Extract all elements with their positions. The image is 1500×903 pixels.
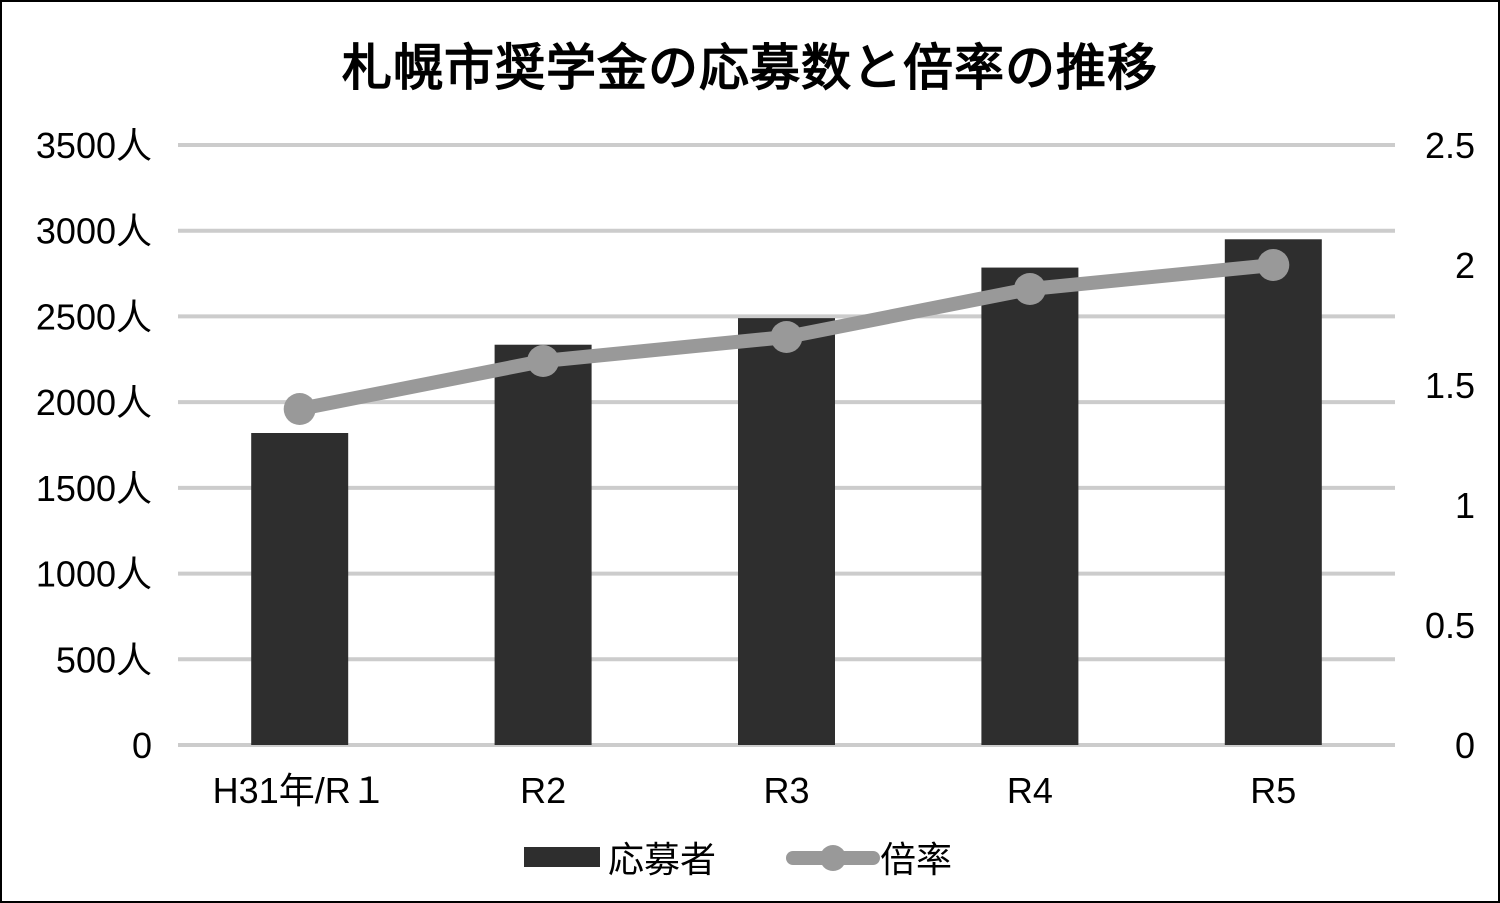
bar [981, 267, 1079, 745]
left-tick-label: 0 [132, 725, 152, 766]
legend: 応募者 倍率 [524, 839, 952, 880]
right-tick-label: 2.5 [1425, 125, 1475, 166]
bar-series-applicants [251, 239, 1322, 746]
right-tick-label: 1 [1455, 485, 1475, 526]
left-tick-label: 3500人 [36, 125, 152, 166]
ratio-marker [1257, 249, 1290, 281]
x-tick-label: H31年/R１ [213, 770, 387, 811]
left-tick-label: 2000人 [36, 382, 152, 423]
left-tick-label: 500人 [56, 639, 152, 680]
legend-line-label: 倍率 [880, 839, 952, 880]
legend-line-marker [820, 845, 846, 871]
left-axis-ticks: 0 500人 1000人 1500人 2000人 2500人 3000人 3500人 [36, 125, 152, 766]
ratio-marker [770, 321, 803, 353]
ratio-marker [1013, 273, 1046, 305]
bar [251, 433, 349, 745]
ratio-marker [527, 345, 560, 377]
chart-title: 札幌市奨学金の応募数と倍率の推移 [342, 39, 1158, 97]
right-tick-label: 1.5 [1425, 365, 1475, 406]
ratio-marker [283, 393, 316, 425]
x-tick-label: R2 [520, 770, 566, 811]
legend-bar-label: 応募者 [608, 839, 716, 880]
bar [494, 344, 592, 745]
x-tick-label: R3 [763, 770, 809, 811]
x-tick-label: R4 [1007, 770, 1053, 811]
x-axis-labels: H31年/R１ R2 R3 R4 R5 [213, 770, 1297, 811]
bar [1224, 239, 1322, 746]
right-tick-label: 0 [1455, 725, 1475, 766]
left-tick-label: 2500人 [36, 296, 152, 337]
right-tick-label: 0.5 [1425, 605, 1475, 646]
right-axis-ticks: 0 0.5 1 1.5 2 2.5 [1425, 125, 1475, 766]
left-tick-label: 3000人 [36, 211, 152, 252]
left-tick-label: 1000人 [36, 554, 152, 595]
legend-bar-swatch [524, 847, 600, 867]
x-tick-label: R5 [1250, 770, 1296, 811]
bar [738, 318, 835, 745]
left-tick-label: 1500人 [36, 468, 152, 509]
right-tick-label: 2 [1455, 245, 1475, 286]
line-series-ratio [283, 249, 1290, 425]
